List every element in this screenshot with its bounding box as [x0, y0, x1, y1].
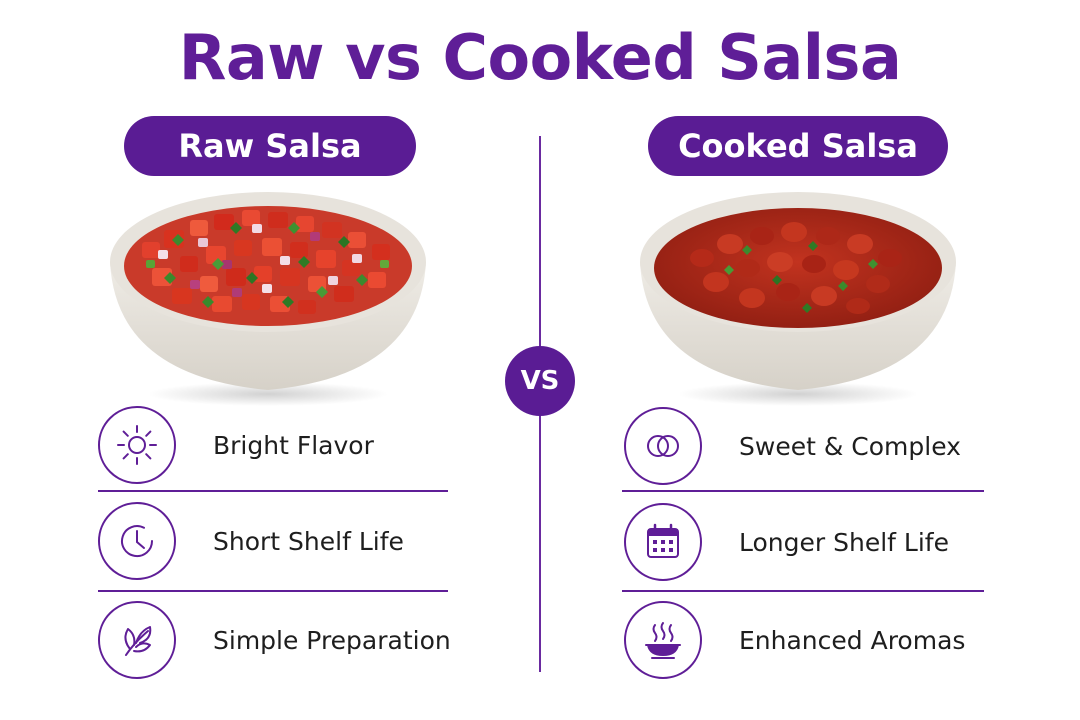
feature-divider — [622, 590, 984, 592]
feature-short-shelf-life: Short Shelf Life — [98, 493, 404, 589]
cooked-salsa-bowl — [632, 180, 964, 410]
feature-sweet-complex: Sweet & Complex — [624, 398, 961, 494]
clock-icon — [98, 502, 176, 580]
overlapping-circles-icon — [624, 407, 702, 485]
feature-divider — [622, 490, 984, 492]
feature-label: Enhanced Aromas — [739, 625, 966, 655]
feature-enhanced-aromas: Enhanced Aromas — [624, 592, 965, 688]
feature-longer-shelf-life: Longer Shelf Life — [624, 494, 949, 590]
steaming-bowl-icon — [624, 601, 702, 679]
feature-label: Sweet & Complex — [739, 431, 961, 461]
feature-label: Bright Flavor — [213, 430, 374, 460]
feature-divider — [98, 490, 448, 492]
leaf-icon — [98, 601, 176, 679]
calendar-icon — [624, 503, 702, 581]
feature-label: Short Shelf Life — [213, 526, 404, 556]
feature-label: Longer Shelf Life — [739, 527, 949, 557]
sun-icon — [98, 406, 176, 484]
feature-divider — [98, 590, 448, 592]
cooked-salsa-heading: Cooked Salsa — [648, 116, 948, 176]
feature-label: Simple Preparation — [213, 625, 451, 655]
raw-salsa-heading: Raw Salsa — [124, 116, 416, 176]
feature-bright-flavor: Bright Flavor — [98, 397, 374, 493]
raw-salsa-bowl — [102, 180, 434, 410]
page-title: Raw vs Cooked Salsa — [178, 21, 902, 94]
vs-badge: VS — [505, 346, 575, 416]
feature-simple-preparation: Simple Preparation — [98, 592, 451, 688]
